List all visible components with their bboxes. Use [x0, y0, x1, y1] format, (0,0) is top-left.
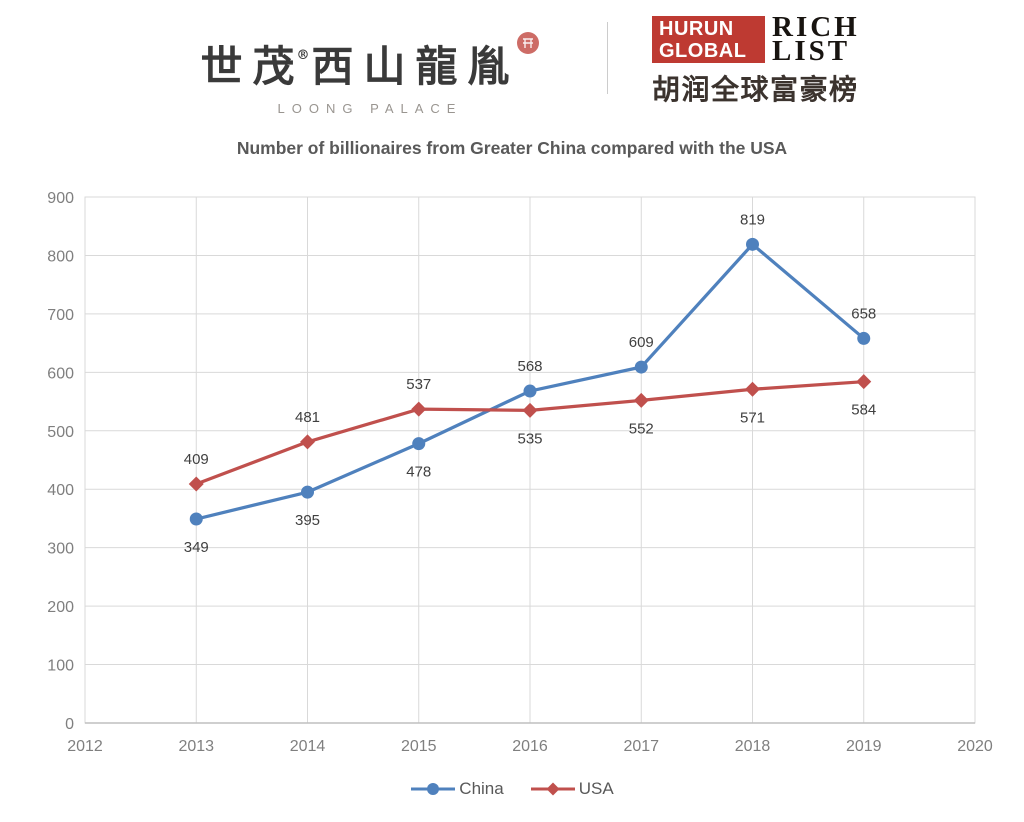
chart-title: Number of billionaires from Greater Chin…: [236, 138, 788, 158]
y-tick-label: 0: [65, 716, 74, 733]
y-tick-label: 300: [47, 541, 74, 558]
data-label-china-2015: 478: [406, 464, 431, 481]
data-label-usa-2013: 409: [184, 451, 209, 468]
data-label-usa-2018: 571: [740, 409, 765, 426]
hurun-logo-chinese: 胡润全球富豪榜: [652, 74, 859, 105]
data-point-china-2019: [857, 331, 871, 345]
y-tick-label: 900: [47, 190, 74, 207]
registered-trademark-icon: ®: [296, 48, 310, 63]
x-tick-label: 2016: [512, 738, 548, 755]
data-point-usa-2016: [522, 402, 538, 418]
y-tick-label: 500: [47, 424, 74, 441]
logo-cn-part2: 西山龍胤: [311, 42, 520, 91]
x-tick-label: 2020: [957, 738, 993, 755]
y-tick-label: 600: [47, 365, 74, 382]
usa-series-marker-icon: [530, 782, 575, 796]
data-label-china-2013: 349: [184, 539, 209, 556]
hurun-badge-line1: HURUN: [659, 18, 734, 40]
data-point-usa-2013: [188, 476, 204, 492]
data-label-usa-2015: 537: [406, 376, 431, 393]
china-series-marker-icon: [411, 783, 456, 795]
chart-legend: China USA: [0, 779, 1024, 799]
data-label-usa-2017: 552: [629, 420, 654, 437]
data-label-china-2017: 609: [629, 334, 654, 351]
x-tick-label: 2012: [67, 738, 103, 755]
x-tick-label: 2015: [401, 738, 437, 755]
data-point-china-2018: [746, 237, 759, 251]
data-point-usa-2014: [300, 434, 315, 450]
y-tick-label: 400: [47, 482, 74, 499]
x-tick-label: 2014: [290, 738, 326, 755]
data-label-usa-2016: 535: [517, 430, 542, 447]
data-point-usa-2019: [856, 374, 872, 390]
loong-palace-logo: 世茂®西山龍胤 LOONG PALACE: [150, 16, 590, 116]
data-point-china-2015: [412, 437, 426, 451]
line-chart: 0 100 200 300 400 500 600 700 800 900 2012 2013 2014…: [47, 190, 993, 755]
data-label-usa-2019: 584: [851, 402, 876, 419]
data-point-usa-2018: [745, 381, 760, 397]
x-tick-label: 2019: [846, 738, 882, 755]
rich-list-line1: RICH: [772, 11, 860, 43]
y-tick-label: 700: [47, 307, 74, 324]
legend-label-usa: USA: [578, 779, 614, 798]
legend-label-china: China: [459, 779, 504, 798]
x-tick-label: 2017: [623, 738, 659, 755]
y-tick-label: 800: [47, 248, 74, 265]
logo-cn-part1: 世茂: [200, 42, 305, 91]
data-label-china-2018: 819: [740, 211, 765, 228]
data-point-usa-2015: [411, 401, 427, 417]
rich-list-wordmark: RICH LIST: [772, 11, 860, 67]
y-tick-label: 100: [47, 658, 74, 675]
data-label-china-2019: 658: [851, 305, 876, 322]
data-label-china-2016: 568: [517, 358, 542, 375]
y-tick-label: 200: [47, 599, 74, 616]
data-point-china-2017: [634, 360, 648, 374]
legend-item-china: China: [410, 779, 504, 799]
loong-palace-logo-chinese: 世茂®西山龍胤: [150, 16, 590, 92]
legend-item-usa: USA: [530, 779, 614, 799]
data-label-usa-2014: 481: [295, 409, 320, 426]
x-tick-label: 2013: [178, 738, 214, 755]
seal-stamp-icon: [516, 16, 540, 66]
hurun-rich-list-logo: HURUN GLOBAL RICH LIST 胡润全球富豪榜: [652, 11, 952, 108]
data-point-china-2013: [189, 512, 203, 526]
hurun-global-badge: HURUN GLOBAL: [652, 16, 765, 63]
x-tick-label: 2018: [735, 738, 771, 755]
data-point-china-2016: [523, 384, 537, 398]
data-point-usa-2017: [633, 392, 649, 408]
loong-palace-logo-english: LOONG PALACE: [277, 101, 463, 116]
data-point-china-2014: [301, 485, 314, 499]
hurun-badge-line2: GLOBAL: [659, 40, 747, 62]
rich-list-line2: LIST: [772, 34, 851, 67]
data-label-china-2014: 395: [295, 512, 320, 529]
header-divider: [607, 22, 608, 94]
